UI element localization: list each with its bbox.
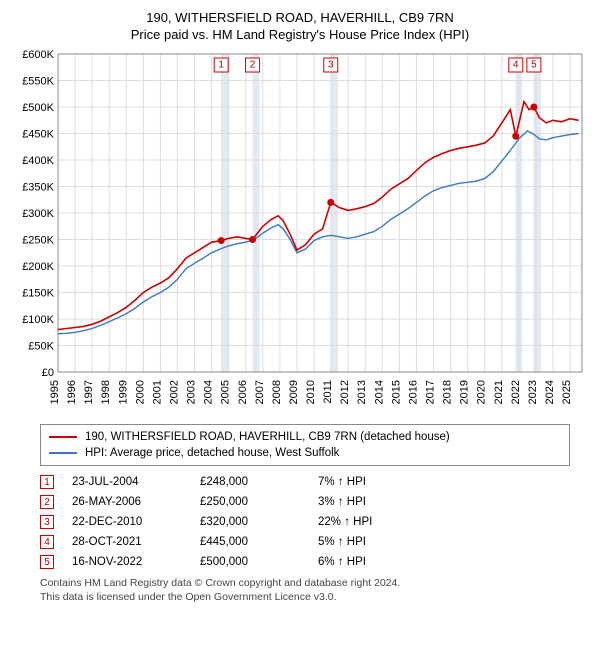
legend-swatch [49, 436, 77, 438]
svg-text:2010: 2010 [305, 380, 317, 404]
svg-text:2015: 2015 [390, 380, 402, 404]
svg-text:2013: 2013 [356, 380, 368, 404]
legend: 190, WITHERSFIELD ROAD, HAVERHILL, CB9 7… [40, 424, 570, 466]
event-diff: 5% ↑ HPI [318, 536, 428, 548]
event-date: 22-DEC-2010 [72, 516, 182, 528]
svg-text:£550K: £550K [22, 76, 54, 88]
price-chart: £0 £50K £100K £150K £200K £250K £300K £350K £400… [10, 48, 590, 418]
svg-text:1999: 1999 [117, 380, 129, 404]
svg-text:1: 1 [218, 60, 224, 71]
svg-text:2018: 2018 [442, 380, 454, 404]
svg-text:£100K: £100K [22, 314, 54, 326]
svg-text:2025: 2025 [561, 380, 573, 404]
footer-line: Contains HM Land Registry data © Crown c… [40, 576, 570, 590]
event-row: 1 23-JUL-2004 £248,000 7% ↑ HPI [40, 472, 570, 492]
svg-text:1998: 1998 [100, 380, 112, 404]
legend-item: 190, WITHERSFIELD ROAD, HAVERHILL, CB9 7… [49, 429, 561, 445]
event-date: 16-NOV-2022 [72, 556, 182, 568]
svg-text:£450K: £450K [22, 129, 54, 141]
svg-text:1997: 1997 [83, 380, 95, 404]
svg-text:2001: 2001 [151, 380, 163, 404]
svg-text:2024: 2024 [544, 380, 556, 404]
svg-text:£200K: £200K [22, 261, 54, 273]
svg-text:2022: 2022 [510, 380, 522, 404]
event-row: 2 26-MAY-2006 £250,000 3% ↑ HPI [40, 492, 570, 512]
svg-text:2006: 2006 [237, 380, 249, 404]
svg-text:1996: 1996 [66, 380, 78, 404]
event-date: 28-OCT-2021 [72, 536, 182, 548]
svg-text:£600K: £600K [22, 49, 54, 61]
legend-swatch [49, 452, 77, 454]
svg-text:£50K: £50K [28, 341, 54, 353]
page-title: 190, WITHERSFIELD ROAD, HAVERHILL, CB9 7… [10, 10, 590, 25]
event-diff: 6% ↑ HPI [318, 556, 428, 568]
svg-text:2007: 2007 [254, 380, 266, 404]
event-row: 4 28-OCT-2021 £445,000 5% ↑ HPI [40, 532, 570, 552]
svg-text:2: 2 [250, 60, 256, 71]
footer-attribution: Contains HM Land Registry data © Crown c… [40, 576, 570, 604]
svg-text:2021: 2021 [493, 380, 505, 404]
svg-text:5: 5 [531, 60, 537, 71]
event-price: £445,000 [200, 536, 300, 548]
event-diff: 3% ↑ HPI [318, 496, 428, 508]
legend-label: 190, WITHERSFIELD ROAD, HAVERHILL, CB9 7… [85, 429, 450, 445]
svg-text:2019: 2019 [459, 380, 471, 404]
svg-text:2005: 2005 [220, 380, 232, 404]
footer-line: This data is licensed under the Open Gov… [40, 590, 570, 604]
svg-text:1995: 1995 [49, 380, 61, 404]
event-marker: 1 [40, 475, 54, 489]
svg-text:2003: 2003 [186, 380, 198, 404]
event-price: £500,000 [200, 556, 300, 568]
event-price: £250,000 [200, 496, 300, 508]
svg-text:£350K: £350K [22, 182, 54, 194]
svg-text:2008: 2008 [271, 380, 283, 404]
svg-text:2000: 2000 [134, 380, 146, 404]
svg-text:2014: 2014 [373, 380, 385, 404]
svg-text:2016: 2016 [407, 380, 419, 404]
svg-text:£500K: £500K [22, 102, 54, 114]
events-table: 1 23-JUL-2004 £248,000 7% ↑ HPI 2 26-MAY-2006… [40, 472, 570, 572]
event-date: 26-MAY-2006 [72, 496, 182, 508]
svg-text:2012: 2012 [339, 380, 351, 404]
svg-text:2002: 2002 [168, 380, 180, 404]
svg-text:2004: 2004 [203, 380, 215, 404]
event-diff: 7% ↑ HPI [318, 476, 428, 488]
legend-item: HPI: Average price, detached house, West… [49, 445, 561, 461]
event-price: £248,000 [200, 476, 300, 488]
event-marker: 2 [40, 495, 54, 509]
svg-text:2020: 2020 [476, 380, 488, 404]
page-subtitle: Price paid vs. HM Land Registry's House … [10, 27, 590, 42]
svg-text:£150K: £150K [22, 288, 54, 300]
event-marker: 3 [40, 515, 54, 529]
svg-text:£400K: £400K [22, 155, 54, 167]
svg-text:2017: 2017 [425, 380, 437, 404]
event-marker: 5 [40, 555, 54, 569]
event-price: £320,000 [200, 516, 300, 528]
svg-text:2023: 2023 [527, 380, 539, 404]
event-date: 23-JUL-2004 [72, 476, 182, 488]
svg-text:4: 4 [513, 60, 519, 71]
event-row: 3 22-DEC-2010 £320,000 22% ↑ HPI [40, 512, 570, 532]
legend-label: HPI: Average price, detached house, West… [85, 445, 339, 461]
svg-text:3: 3 [328, 60, 334, 71]
svg-text:£0: £0 [42, 367, 54, 379]
event-marker: 4 [40, 535, 54, 549]
svg-text:£250K: £250K [22, 235, 54, 247]
svg-text:2009: 2009 [288, 380, 300, 404]
event-diff: 22% ↑ HPI [318, 516, 428, 528]
svg-text:2011: 2011 [322, 380, 334, 404]
svg-text:£300K: £300K [22, 208, 54, 220]
event-row: 5 16-NOV-2022 £500,000 6% ↑ HPI [40, 552, 570, 572]
